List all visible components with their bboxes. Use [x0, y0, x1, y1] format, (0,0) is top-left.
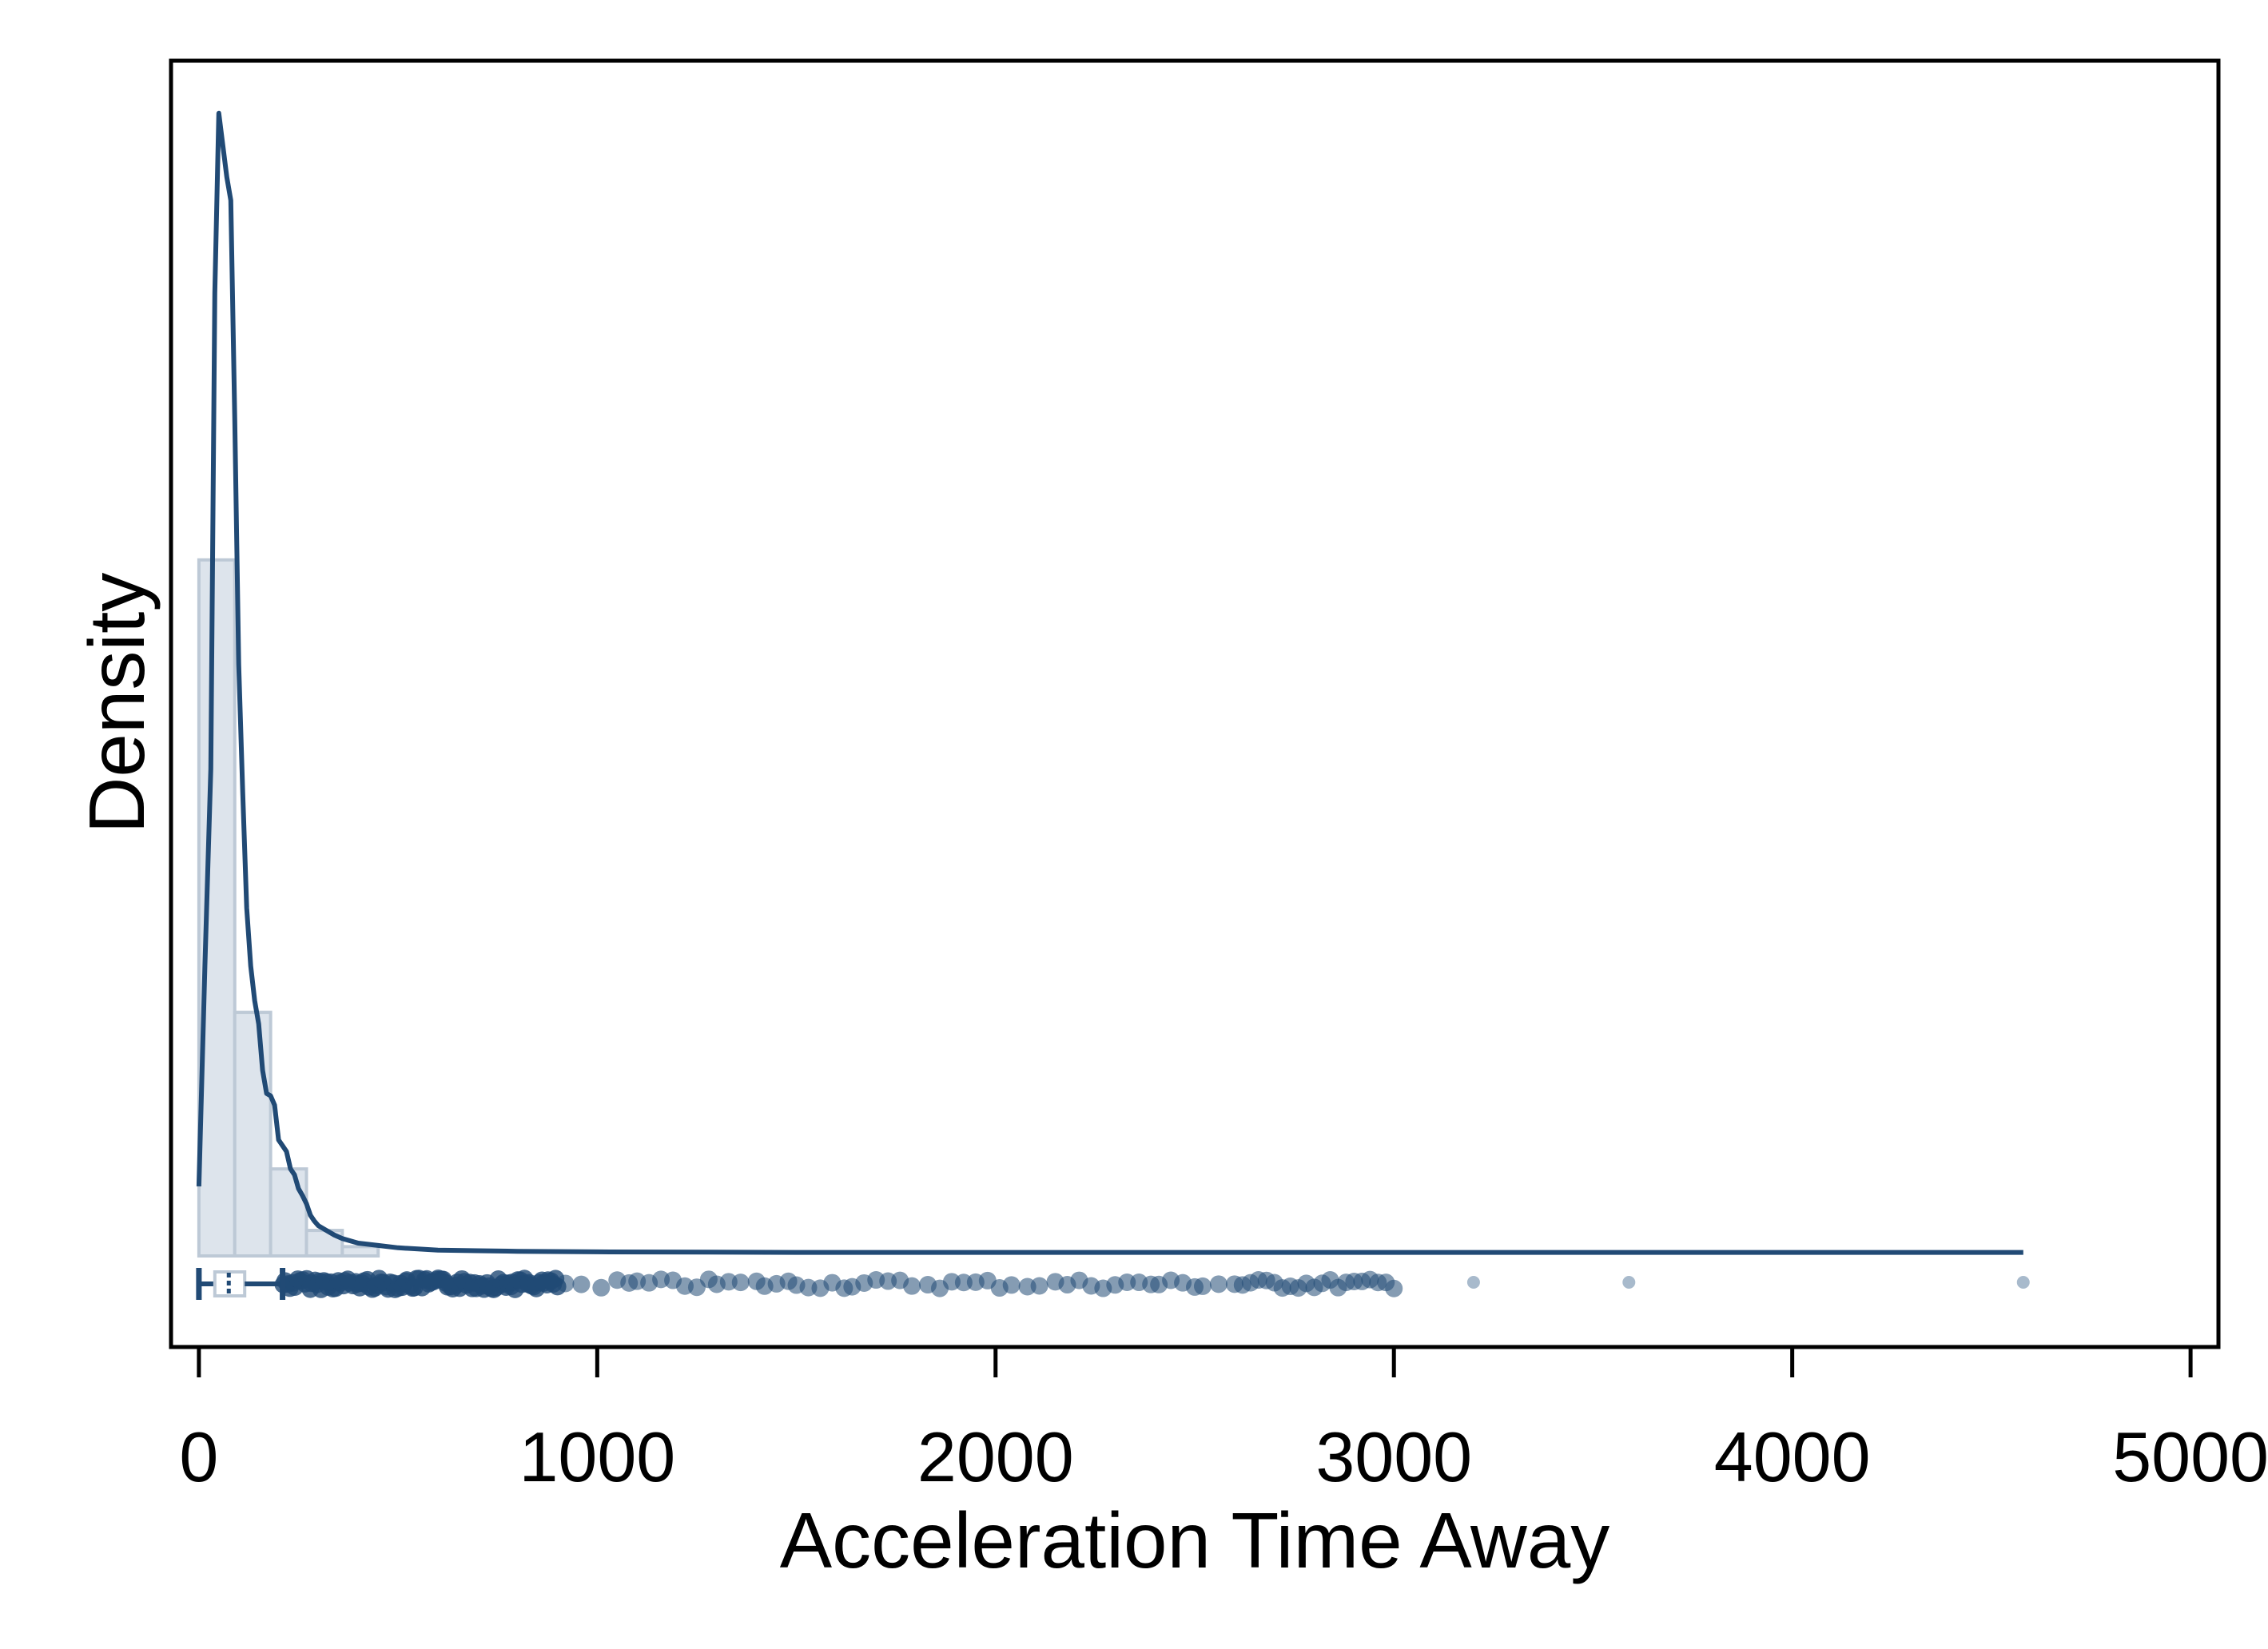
x-axis-title: Acceleration Time Away	[780, 1496, 1610, 1584]
x-tick-label: 2000	[917, 1417, 1074, 1496]
outlier-points	[274, 1270, 2030, 1298]
outlier-point	[2016, 1276, 2030, 1289]
outlier-point	[592, 1278, 611, 1297]
histogram-bar	[269, 1167, 308, 1258]
x-tick-label: 5000	[2112, 1417, 2268, 1496]
histogram-bar	[340, 1245, 380, 1258]
x-tick-label: 4000	[1714, 1417, 1871, 1496]
outlier-point	[1209, 1275, 1228, 1293]
outlier-point	[1030, 1277, 1048, 1295]
outlier-point	[1002, 1276, 1021, 1294]
plot-frame	[169, 58, 2221, 1349]
x-axis-ticks: 0 1000 2000 3000 4000 5000	[179, 1347, 2268, 1496]
outlier-point	[903, 1277, 921, 1295]
x-tick-label: 1000	[519, 1417, 675, 1496]
outlier-point	[556, 1274, 575, 1293]
x-tick-label: 0	[179, 1417, 218, 1496]
outlier-point	[1193, 1277, 1212, 1295]
x-tick-label: 3000	[1315, 1417, 1472, 1496]
y-axis-title: Density	[73, 573, 161, 834]
histogram-bar	[233, 1011, 273, 1258]
outlier-point	[1385, 1279, 1403, 1297]
outlier-point	[731, 1274, 750, 1292]
outlier-point	[1622, 1276, 1636, 1289]
outlier-point	[572, 1275, 591, 1293]
outlier-point	[1466, 1276, 1480, 1289]
density-curve	[196, 110, 2023, 1255]
boxplot	[196, 1268, 286, 1300]
histogram-bar	[304, 1229, 344, 1258]
